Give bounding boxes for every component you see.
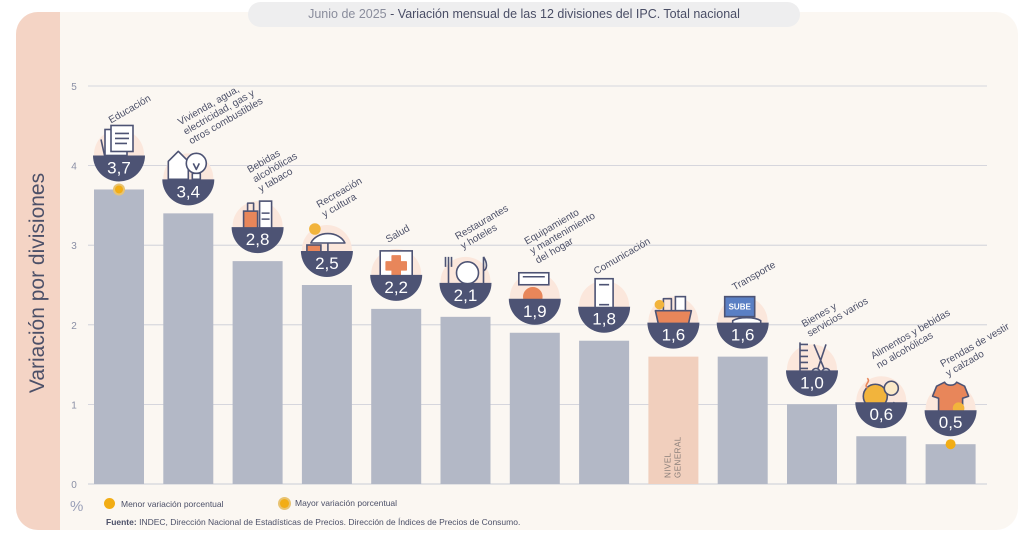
min-marker bbox=[945, 439, 956, 450]
title-separator: - bbox=[390, 7, 395, 21]
value-label: 1,6 bbox=[731, 326, 755, 345]
y-tick-label: 3 bbox=[71, 241, 77, 252]
y-tick-label: 1 bbox=[71, 400, 77, 411]
value-badge bbox=[855, 402, 908, 429]
legend-max-label: Mayor variación porcentual bbox=[295, 498, 398, 508]
value-badge bbox=[716, 322, 769, 349]
y-tick-label: 2 bbox=[71, 321, 77, 332]
bar bbox=[648, 356, 699, 484]
category-label: Bienes yservicios varios bbox=[800, 286, 870, 339]
min-dot-icon bbox=[104, 498, 115, 509]
category-label: Comunicación bbox=[592, 236, 652, 277]
bar bbox=[925, 444, 976, 484]
svg-text:SUBE: SUBE bbox=[729, 303, 752, 312]
bar bbox=[856, 436, 907, 484]
value-label: 3,4 bbox=[176, 182, 200, 201]
value-badge bbox=[786, 370, 838, 397]
y-tick-label: 4 bbox=[71, 162, 77, 173]
value-badge bbox=[162, 179, 215, 206]
legend-min-label: Menor variación porcentual bbox=[121, 498, 224, 509]
category-label: Bebidasalcohólicasy tabaco bbox=[246, 141, 305, 194]
value-badge bbox=[93, 155, 145, 182]
max-dot-icon bbox=[280, 498, 289, 508]
chart-title: Junio de 2025 - Variación mensual de las… bbox=[248, 2, 800, 27]
bar bbox=[371, 308, 422, 484]
category-label: Prendas de vestiry calzado bbox=[939, 321, 1018, 379]
value-label: 2,1 bbox=[454, 286, 478, 305]
value-badge bbox=[578, 306, 631, 333]
bar bbox=[94, 189, 144, 485]
value-label: 2,5 bbox=[315, 254, 339, 273]
transport-card-icon: SUBE bbox=[723, 295, 762, 328]
value-badge bbox=[647, 322, 700, 349]
category-label: Transporte bbox=[731, 260, 778, 294]
category-label: Salud bbox=[384, 223, 412, 245]
value-label: 0,5 bbox=[939, 413, 963, 432]
value-badge bbox=[300, 251, 353, 277]
max-marker bbox=[115, 185, 123, 194]
value-label: 1,8 bbox=[592, 310, 616, 329]
bar bbox=[509, 332, 560, 484]
value-badge bbox=[370, 274, 423, 301]
value-label: 2,2 bbox=[384, 278, 408, 297]
phone-icon bbox=[594, 277, 614, 312]
y-tick-label: 0 bbox=[71, 480, 77, 491]
value-badge bbox=[231, 227, 284, 254]
bar bbox=[232, 261, 283, 484]
bar bbox=[301, 285, 352, 484]
title-period: Junio de 2025 bbox=[308, 7, 387, 21]
legend-max: Mayor variación porcentual bbox=[280, 498, 397, 508]
value-label: 1,9 bbox=[523, 302, 547, 321]
house-bulb-icon bbox=[167, 150, 208, 181]
bar bbox=[787, 404, 837, 484]
category-label: Educación bbox=[107, 93, 153, 126]
value-label: 3,7 bbox=[107, 158, 131, 177]
value-label: 0,6 bbox=[869, 405, 893, 424]
legend-min: Menor variación porcentual bbox=[104, 498, 224, 509]
books-icon bbox=[100, 124, 134, 158]
source-text: INDEC, Dirección Nacional de Estadística… bbox=[139, 517, 521, 527]
value-label: 2,8 bbox=[246, 230, 270, 249]
value-badge bbox=[439, 282, 492, 309]
bottles-icon bbox=[242, 200, 273, 230]
category-label: Restaurantesy hoteles bbox=[454, 203, 517, 252]
source-label: Fuente: bbox=[106, 517, 137, 527]
y-tick-label: 5 bbox=[71, 82, 77, 93]
value-label: 1,0 bbox=[800, 373, 824, 392]
category-label: Vivienda, agua,electricidad, gas yotros … bbox=[176, 77, 265, 147]
source-note: Fuente: INDEC, Dirección Nacional de Est… bbox=[106, 517, 520, 527]
bar bbox=[579, 340, 630, 484]
bar bbox=[717, 356, 768, 484]
category-label: Equipamientoy mantenimientodel hogar bbox=[523, 201, 603, 266]
value-label: 1,6 bbox=[662, 326, 686, 345]
value-badge bbox=[924, 410, 977, 437]
bar bbox=[440, 316, 491, 484]
unit-label: % bbox=[70, 498, 84, 515]
title-text: Variación mensual de las 12 divisiones d… bbox=[397, 7, 740, 21]
bar bbox=[163, 213, 214, 485]
value-badge bbox=[508, 298, 561, 325]
category-label: Recreacióny cultura bbox=[315, 176, 370, 220]
medical-cross-icon bbox=[379, 250, 414, 280]
side-band bbox=[16, 12, 60, 530]
general-bar-label: NIVELGENERAL bbox=[663, 436, 682, 478]
